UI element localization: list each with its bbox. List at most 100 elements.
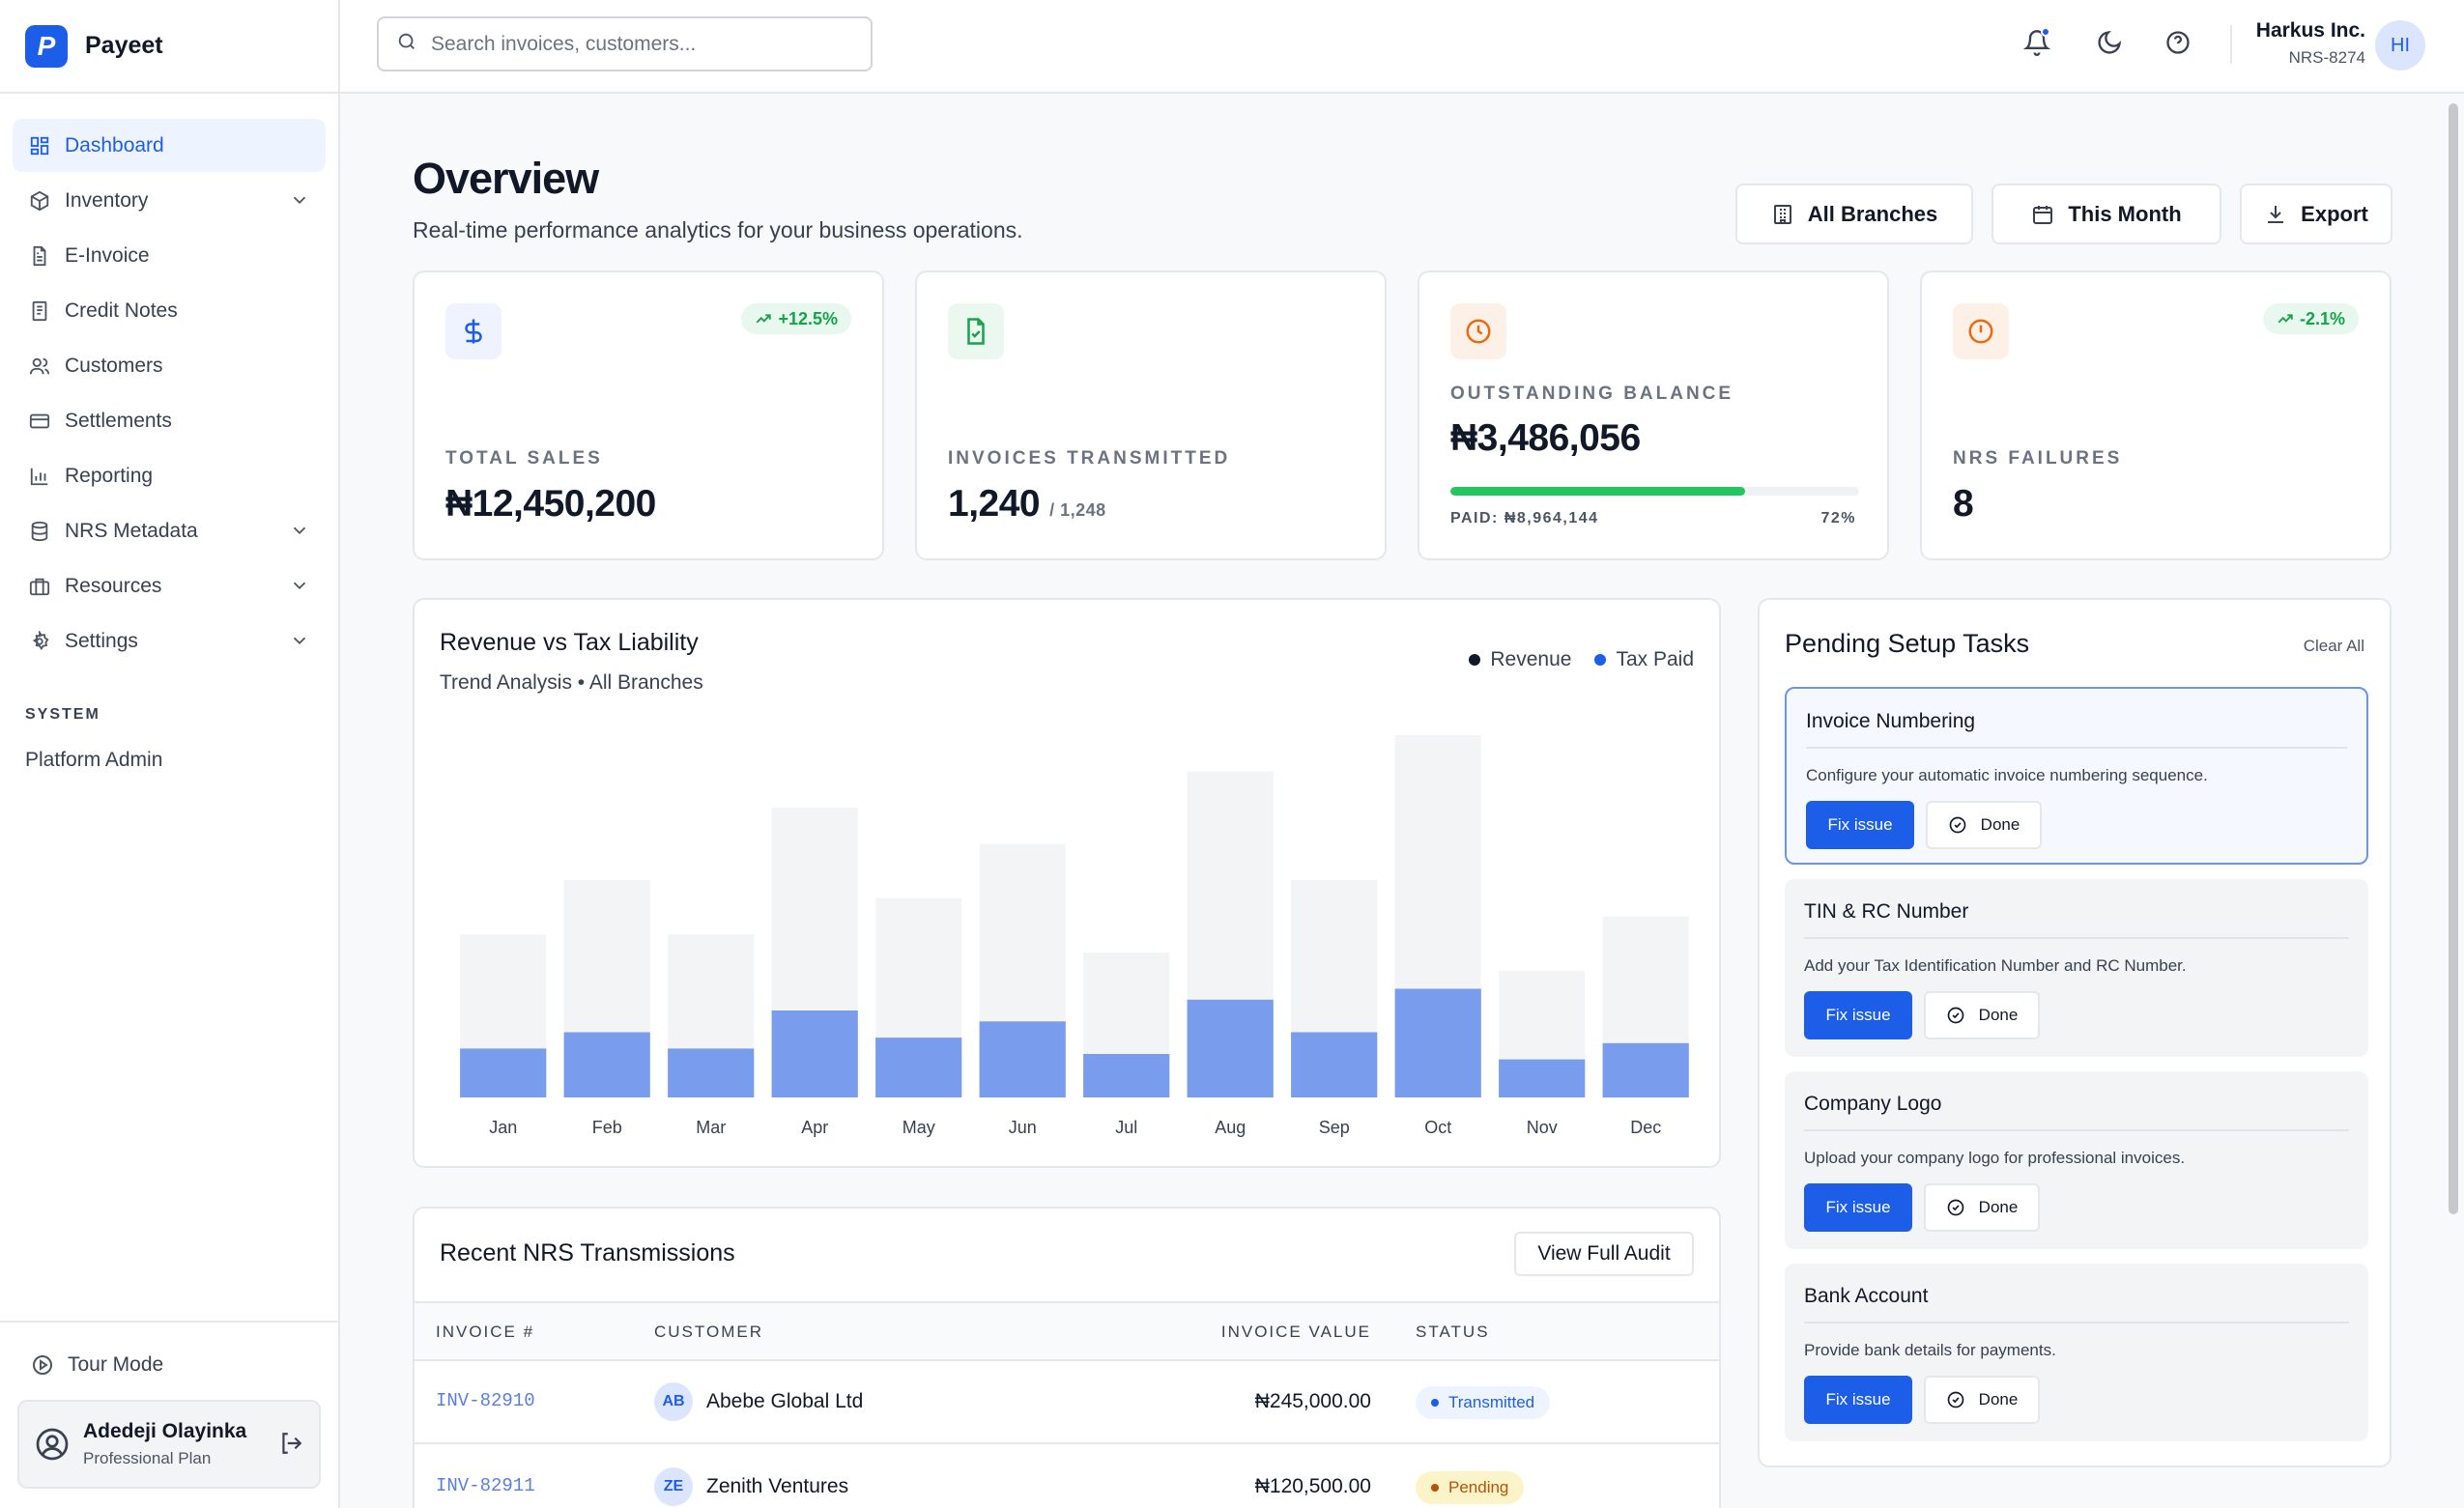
sidebar-item-resources[interactable]: Resources (13, 559, 326, 612)
check-circle-icon (1948, 815, 1967, 835)
chevron-down-icon[interactable] (289, 630, 310, 657)
period-filter-label: This Month (2068, 201, 2182, 226)
period-filter-button[interactable]: This Month (1991, 184, 2221, 244)
sidebar-item-customers[interactable]: Customers (13, 339, 326, 392)
notifications-button[interactable] (2020, 27, 2054, 62)
file-check-icon (948, 303, 1004, 359)
done-button[interactable]: Done (1924, 1183, 2040, 1232)
search-input[interactable] (431, 32, 846, 56)
notification-dot (2041, 27, 2050, 37)
bar-tax-paid-aug[interactable] (1187, 999, 1274, 1098)
bar-tax-paid-apr[interactable] (771, 1010, 858, 1097)
chevron-down-icon[interactable] (289, 575, 310, 602)
export-button[interactable]: Export (2240, 184, 2392, 244)
stat-label: TOTAL SALES (445, 448, 603, 469)
x-tick-label: Jan (489, 1118, 517, 1137)
sidebar-item-settlements[interactable]: Settlements (13, 394, 326, 447)
clock-icon (1450, 303, 1506, 359)
sidebar-item-reporting[interactable]: Reporting (13, 449, 326, 502)
play-circle-icon (31, 1353, 54, 1377)
user-info: Adedeji Olayinka Professional Plan (83, 1420, 246, 1468)
task-divider (1804, 937, 2349, 939)
bar-tax-paid-nov[interactable] (1499, 1059, 1586, 1097)
section-label-system: SYSTEM (25, 706, 100, 723)
done-button[interactable]: Done (1924, 991, 2040, 1039)
column-header-invoice[interactable]: INVOICE # (436, 1323, 535, 1341)
task-title: Company Logo (1804, 1093, 1942, 1115)
fix-issue-button[interactable]: Fix issue (1804, 991, 1912, 1039)
invoice-link[interactable]: INV-82911 (436, 1475, 535, 1496)
invoice-value: ₦245,000.00 (1254, 1390, 1371, 1412)
task-description: Upload your company logo for professiona… (1804, 1149, 2186, 1167)
bar-tax-paid-feb[interactable] (563, 1032, 650, 1098)
help-circle-icon (2164, 29, 2192, 61)
sidebar-item-nrs-metadata[interactable]: NRS Metadata (13, 504, 326, 557)
chart-legend: Revenue Tax Paid (1446, 648, 1694, 671)
check-circle-icon (1946, 1390, 1965, 1409)
sidebar-item-credit-notes[interactable]: Credit Notes (13, 284, 326, 337)
page-title: Overview (413, 154, 599, 203)
trend-up-icon (755, 310, 772, 327)
branches-filter-button[interactable]: All Branches (1735, 184, 1973, 244)
tour-mode-button[interactable]: Tour Mode (17, 1338, 321, 1392)
user-plan: Professional Plan (83, 1449, 212, 1467)
done-button[interactable]: Done (1924, 1376, 2040, 1424)
org-name: Harkus Inc. (2255, 19, 2365, 42)
sidebar-item-label: Dashboard (65, 133, 164, 156)
bar-tax-paid-dec[interactable] (1602, 1042, 1689, 1098)
column-header-customer[interactable]: CUSTOMER (654, 1323, 763, 1341)
paid-amount: PAID: ₦8,964,144 (1450, 510, 1599, 526)
stat-value-row: 1,240 / 1,248 (948, 483, 1106, 526)
invoice-link[interactable]: INV-82910 (436, 1390, 535, 1411)
bar-tax-paid-sep[interactable] (1291, 1032, 1378, 1098)
bar-tax-paid-oct[interactable] (1394, 988, 1481, 1098)
fix-issue-button[interactable]: Fix issue (1804, 1376, 1912, 1424)
table-row[interactable]: INV-82911 ZE Zenith Ventures ₦120,500.00 Pen… (415, 1446, 1719, 1508)
task-divider (1804, 1129, 2349, 1131)
view-full-audit-button[interactable]: View Full Audit (1514, 1232, 1694, 1276)
task-divider (1804, 1322, 2349, 1323)
chevron-down-icon[interactable] (289, 520, 310, 547)
user-circle-icon (35, 1427, 70, 1462)
avatar[interactable]: HI (2375, 20, 2425, 71)
sidebar-item-inventory[interactable]: Inventory (13, 174, 326, 227)
column-header-invoice-value[interactable]: INVOICE VALUE (1220, 1323, 1371, 1341)
table-header: INVOICE # CUSTOMER INVOICE VALUE STATUS (415, 1301, 1719, 1361)
logout-icon[interactable] (278, 1431, 303, 1461)
gear-icon (28, 630, 51, 653)
bar-tax-paid-jan[interactable] (460, 1048, 547, 1097)
help-button[interactable] (2161, 27, 2195, 62)
brand[interactable]: P Payeet (0, 0, 338, 94)
tasks-title: Pending Setup Tasks (1785, 629, 2030, 658)
column-header-status[interactable]: STATUS (1416, 1323, 1490, 1341)
fix-issue-button[interactable]: Fix issue (1804, 1183, 1912, 1232)
table-title: Recent NRS Transmissions (440, 1239, 735, 1266)
task-title: Invoice Numbering (1806, 710, 1976, 732)
task-description: Configure your automatic invoice numberi… (1806, 766, 2208, 784)
user-card[interactable]: Adedeji Olayinka Professional Plan (17, 1400, 321, 1489)
task-item: TIN & RC Number Add your Tax Identificati… (1785, 879, 2368, 1057)
bar-tax-paid-jul[interactable] (1083, 1054, 1170, 1097)
sidebar-item-label: Settlements (65, 409, 172, 432)
table-row[interactable]: INV-82910 AB Abebe Global Ltd ₦245,000.00 Tr… (415, 1361, 1719, 1444)
fix-issue-button[interactable]: Fix issue (1806, 801, 1914, 849)
bar-tax-paid-mar[interactable] (668, 1048, 755, 1097)
bar-tax-paid-jun[interactable] (979, 1021, 1066, 1098)
theme-toggle-button[interactable] (2092, 27, 2127, 62)
sidebar-item-platform-admin[interactable]: Platform Admin (25, 749, 163, 771)
sidebar-item-e-invoice[interactable]: E-Invoice (13, 229, 326, 282)
sidebar-item-settings[interactable]: Settings (13, 614, 326, 668)
transmissions-card: Recent NRS Transmissions View Full Audit… (413, 1207, 1721, 1508)
clear-all-button[interactable]: Clear All (2303, 637, 2364, 655)
trend-badge-label: -2.1% (2299, 308, 2345, 328)
sidebar-item-dashboard[interactable]: Dashboard (13, 119, 326, 172)
sidebar-item-label: E-Invoice (65, 243, 150, 267)
done-button[interactable]: Done (1926, 801, 2042, 849)
trend-up-icon (2277, 310, 2294, 327)
org-info[interactable]: Harkus Inc. NRS-8274 (2256, 19, 2365, 68)
bar-tax-paid-may[interactable] (875, 1038, 962, 1097)
search-box[interactable] (377, 16, 873, 71)
scrollbar[interactable] (2449, 103, 2458, 1214)
chevron-down-icon[interactable] (289, 189, 310, 216)
stat-label: NRS FAILURES (1953, 448, 2123, 469)
